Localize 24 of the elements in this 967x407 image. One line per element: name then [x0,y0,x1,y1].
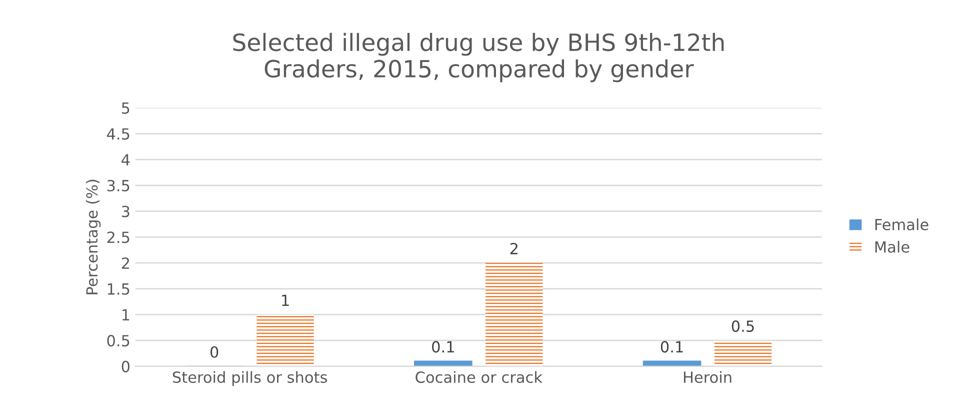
x-tick-label: Steroid pills or shots [172,371,327,386]
y-tick-label: 1.5 [108,283,130,295]
data-label: 0.1 [432,341,454,353]
y-tick-label: 3.5 [107,180,130,192]
legend-label: Female [875,218,928,230]
x-tick-label: Heroin [684,371,732,383]
y-tick-label: 2.5 [107,232,130,244]
y-tick-label: 5 [122,102,130,114]
chart-title: Selected illegal drug use by BHS 9th-12th Graders, 2015, compared by gender [233,32,724,82]
data-label: 0 [210,346,218,358]
y-tick-label: 0.5 [107,334,130,346]
y-tick-label: 2 [122,257,129,269]
legend-label: Male [875,240,910,253]
data-label: 1 [282,294,289,306]
y-tick-label: 0 [122,360,130,372]
x-tick-label: Cocaine or crack [416,371,542,383]
data-label: 0.5 [732,320,754,332]
y-axis-title: Percentage (%) [86,180,101,294]
data-label: 0.1 [660,341,683,353]
data-label: 2 [510,242,518,254]
y-tick-label: 4 [122,154,130,166]
y-tick-label: 1 [122,309,130,320]
y-tick-label: 4.5 [106,128,130,140]
y-tick-label: 3 [122,206,130,218]
